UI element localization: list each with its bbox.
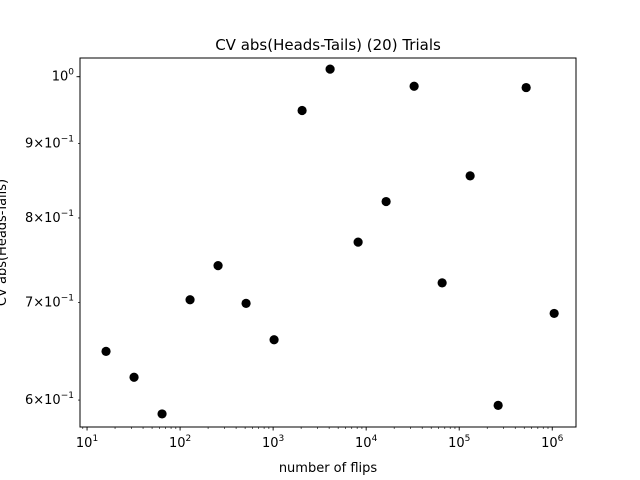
data-point: [269, 335, 279, 345]
chart-title: CV abs(Heads-Tails) (20) Trials: [215, 36, 441, 54]
data-point: [521, 82, 531, 93]
y-tick-label: 8×10−1: [25, 209, 74, 226]
x-tick-label: 103: [262, 434, 284, 451]
data-point: [213, 260, 223, 271]
x-tick-label: 101: [76, 434, 98, 451]
data-point: [437, 278, 447, 288]
x-axis-ticks: 101 102 103 104 105 106: [76, 427, 564, 451]
data-point: [241, 298, 251, 308]
x-axis-label: number of flips: [279, 461, 378, 476]
data-point: [549, 308, 559, 319]
data-point: [129, 372, 139, 382]
data-point: [325, 64, 335, 74]
y-tick-label: 6×10−1: [25, 391, 74, 408]
y-tick-label: 100: [52, 68, 75, 85]
data-point: [353, 237, 363, 247]
x-tick-label: 105: [448, 434, 470, 451]
y-axis-label: CV abs(Heads-Tails): [0, 179, 10, 306]
data-point: [185, 295, 195, 305]
data-point: [157, 409, 167, 419]
x-tick-label: 104: [355, 434, 378, 451]
data-point: [381, 196, 391, 207]
data-point: [465, 171, 475, 181]
data-point: [101, 346, 111, 356]
y-tick-label: 9×10−1: [25, 134, 74, 151]
plot-frame: [79, 57, 577, 428]
points-layer: [101, 64, 559, 419]
x-tick-label: 106: [541, 434, 564, 451]
y-tick-label: 7×10−1: [25, 293, 74, 310]
y-axis-ticks: 6×10−1 7×10−1 8×10−1 9×10−1 100: [25, 68, 80, 408]
data-point: [297, 105, 307, 116]
data-point: [409, 81, 419, 91]
data-point: [493, 400, 503, 410]
x-tick-label: 102: [169, 434, 191, 451]
